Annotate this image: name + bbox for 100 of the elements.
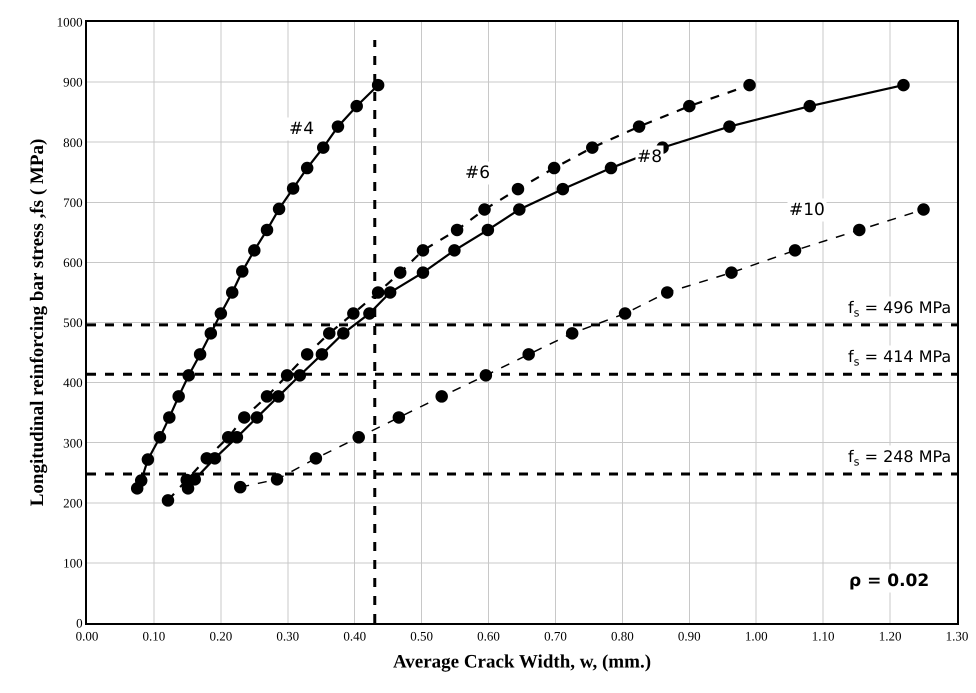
point xyxy=(214,307,228,320)
x-tick-label: 0.70 xyxy=(544,628,567,644)
point xyxy=(363,307,376,320)
x-tick-label: 1.00 xyxy=(744,628,768,644)
point xyxy=(482,224,494,236)
point xyxy=(260,390,274,403)
point xyxy=(188,473,201,486)
point xyxy=(632,120,646,133)
x-tick-label: 0.90 xyxy=(678,628,701,644)
point xyxy=(604,162,618,174)
point xyxy=(238,411,251,424)
y-tick-label: 300 xyxy=(63,435,83,450)
y-tick-label: 200 xyxy=(63,495,83,510)
x-tick-label: 0.50 xyxy=(410,628,433,644)
point xyxy=(162,494,174,507)
point xyxy=(804,100,816,112)
y-tick-label: 600 xyxy=(63,254,83,270)
point xyxy=(234,480,246,494)
point xyxy=(586,141,599,154)
ref-line-label: f$_{s}$ = 248 MPa xyxy=(848,447,952,468)
y-tick-label: 500 xyxy=(63,315,83,330)
point xyxy=(660,286,674,299)
point xyxy=(316,141,330,154)
point xyxy=(450,224,464,236)
point xyxy=(294,369,306,382)
point xyxy=(384,286,396,299)
point xyxy=(142,453,154,466)
point xyxy=(566,327,578,340)
ref-line-label: f$_{s}$ = 414 MPa xyxy=(848,347,952,368)
annotation: #6 xyxy=(465,163,490,183)
y-tick-label: 800 xyxy=(63,134,83,150)
y-tick-label: 900 xyxy=(63,74,83,90)
annotation: #4 xyxy=(289,119,314,139)
point xyxy=(853,224,866,236)
x-tick-label: 0.30 xyxy=(276,628,300,644)
point xyxy=(897,78,910,92)
y-tick-label: 100 xyxy=(63,555,83,570)
point xyxy=(337,327,350,340)
point xyxy=(248,244,261,257)
point xyxy=(394,266,406,279)
point xyxy=(392,411,406,424)
point xyxy=(250,411,264,424)
x-tick-label: 0.80 xyxy=(611,628,634,644)
x-tick-label: 0.10 xyxy=(142,628,166,644)
point xyxy=(788,244,802,257)
y-tick-label: 400 xyxy=(63,375,83,390)
point xyxy=(556,182,570,196)
point xyxy=(182,369,195,382)
point xyxy=(723,120,736,133)
point xyxy=(163,411,176,424)
point xyxy=(416,266,430,279)
x-tick-label: 1.30 xyxy=(946,628,968,644)
point xyxy=(172,390,185,403)
point xyxy=(725,266,738,279)
x-tick-label: 0.20 xyxy=(209,628,232,644)
point xyxy=(286,182,300,195)
point xyxy=(435,390,448,403)
x-tick-label: 0.60 xyxy=(477,628,500,644)
point xyxy=(300,348,314,361)
point xyxy=(618,307,632,320)
annotation: #8 xyxy=(637,147,662,167)
annotation: #10 xyxy=(789,200,825,220)
y-axis-title: Longitudinal reinforcing bar stress ,fs ( MPa) xyxy=(27,138,48,506)
point xyxy=(300,162,314,174)
point xyxy=(513,203,526,216)
ref-line-label: f$_{s}$ = 496 MPa xyxy=(848,298,952,320)
point xyxy=(310,452,322,465)
point xyxy=(372,78,384,92)
point xyxy=(512,182,524,196)
x-tick-label: 0.00 xyxy=(76,628,98,644)
point xyxy=(416,244,430,257)
point xyxy=(548,162,560,174)
point xyxy=(683,100,696,112)
point xyxy=(350,100,363,112)
x-tick-label: 1.20 xyxy=(878,628,902,644)
point xyxy=(226,286,238,299)
y-tick-label: 0 xyxy=(76,616,83,631)
point xyxy=(316,348,328,361)
point xyxy=(270,473,284,486)
x-axis-title: Average Crack Width, w, (mm.) xyxy=(392,652,652,673)
point xyxy=(272,390,285,403)
point xyxy=(347,307,360,320)
point xyxy=(134,474,148,487)
point xyxy=(743,78,756,92)
point xyxy=(917,203,930,216)
point xyxy=(194,348,206,361)
y-tick-label: 1000 xyxy=(56,14,83,30)
point xyxy=(154,431,166,444)
x-tick-label: 1.10 xyxy=(812,628,835,644)
x-tick-label: 0.40 xyxy=(343,628,366,644)
point xyxy=(204,327,218,340)
point xyxy=(522,348,535,361)
y-tick-label: 700 xyxy=(63,194,83,210)
point xyxy=(478,203,491,216)
point xyxy=(236,265,249,278)
point xyxy=(352,431,365,444)
point xyxy=(272,202,286,216)
point xyxy=(260,224,274,236)
point xyxy=(323,327,336,340)
point xyxy=(448,244,461,257)
